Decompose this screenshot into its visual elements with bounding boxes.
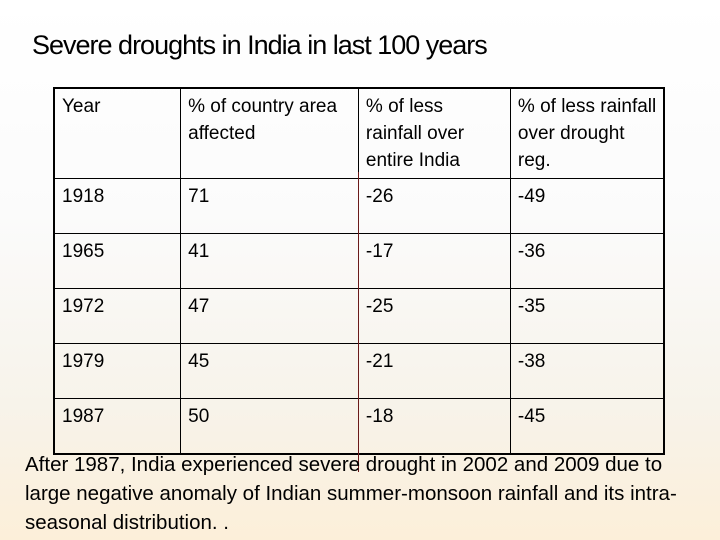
header-area-affected: % of country area affected xyxy=(180,87,359,179)
droughts-table: Year % of country area affected % of les… xyxy=(53,87,665,455)
cell-area-affected: 50 xyxy=(180,398,359,455)
cell-rainfall-india: -26 xyxy=(357,178,511,234)
cell-rainfall-drought-region: -38 xyxy=(509,343,665,399)
header-rainfall-india: % of less rainfall over entire India xyxy=(357,87,511,179)
cell-year: 1972 xyxy=(53,288,182,344)
table-header-row: Year % of country area affected % of les… xyxy=(53,87,665,179)
table-row: 1979 45 -21 -38 xyxy=(53,343,665,399)
slide-title: Severe droughts in India in last 100 yea… xyxy=(32,30,488,60)
cell-rainfall-india: -17 xyxy=(357,233,511,289)
footer-note: After 1987, India experienced severe dro… xyxy=(25,453,677,534)
cell-rainfall-india: -21 xyxy=(357,343,511,399)
header-year: Year xyxy=(53,87,182,179)
cell-year: 1979 xyxy=(53,343,182,399)
text-cursor-line xyxy=(358,172,359,472)
table-row: 1972 47 -25 -35 xyxy=(53,288,665,344)
header-rainfall-drought-region: % of less rainfall over drought reg. xyxy=(509,87,665,179)
table-row: 1965 41 -17 -36 xyxy=(53,233,665,289)
cell-rainfall-india: -25 xyxy=(357,288,511,344)
cell-rainfall-drought-region: -36 xyxy=(509,233,665,289)
cell-rainfall-drought-region: -49 xyxy=(509,178,665,234)
cell-rainfall-india: -18 xyxy=(357,398,511,455)
cell-year: 1965 xyxy=(53,233,182,289)
cell-year: 1918 xyxy=(53,178,182,234)
cell-area-affected: 47 xyxy=(180,288,359,344)
cell-area-affected: 41 xyxy=(180,233,359,289)
cell-area-affected: 71 xyxy=(180,178,359,234)
cell-area-affected: 45 xyxy=(180,343,359,399)
table-row: 1918 71 -26 -49 xyxy=(53,178,665,234)
cell-rainfall-drought-region: -35 xyxy=(509,288,665,344)
cell-rainfall-drought-region: -45 xyxy=(509,398,665,455)
cell-year: 1987 xyxy=(53,398,182,455)
table-row: 1987 50 -18 -45 xyxy=(53,398,665,455)
